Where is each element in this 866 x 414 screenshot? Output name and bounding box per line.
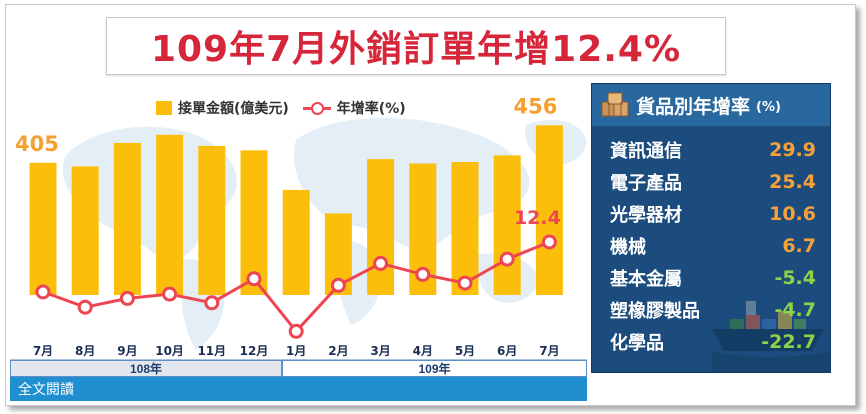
panel-value: 29.9 xyxy=(769,139,816,161)
panel-value: 10.6 xyxy=(769,203,816,225)
panel-value: -22.7 xyxy=(761,331,816,353)
panel-row: 資訊通信 29.9 xyxy=(592,134,830,166)
x-tick-label: 1月 xyxy=(286,344,306,358)
x-tick-label: 8月 xyxy=(75,344,95,358)
infographic-frame: 109年7月外銷訂單年增12.4% 7月 8月 9月 10月 11月 12月 1月 2月 3月 4… xyxy=(5,4,856,406)
panel-category: 塑橡膠製品 xyxy=(610,301,700,322)
order-chart: 7月 8月 9月 10月 11月 12月 1月 2月 3月 4月 5月 6月 7月 405 456 12.4 xyxy=(15,94,563,358)
x-tick-label: 3月 xyxy=(370,344,390,358)
legend-bar-swatch xyxy=(156,101,172,115)
line-point xyxy=(457,275,473,291)
bar xyxy=(156,134,184,295)
panel-value: 6.7 xyxy=(782,235,816,257)
panel-category: 基本金屬 xyxy=(610,269,682,290)
legend-line-swatch xyxy=(302,101,331,115)
panel-row: 基本金屬 -5.4 xyxy=(592,262,830,294)
panel-value: -5.4 xyxy=(774,267,816,289)
x-tick-label: 6月 xyxy=(497,344,517,358)
line-point xyxy=(246,271,262,287)
line-point xyxy=(119,290,135,306)
panel-row: 光學器材 10.6 xyxy=(592,198,830,230)
bar xyxy=(451,162,479,295)
bar xyxy=(240,150,268,295)
x-tick-label: 9月 xyxy=(117,344,137,358)
x-tick-label: 12月 xyxy=(240,344,269,358)
x-tick-label: 7月 xyxy=(33,344,53,358)
panel-category: 機械 xyxy=(610,237,646,258)
line-point xyxy=(35,284,51,300)
panel-header: 貨品別年增率 (%) xyxy=(592,84,830,126)
panel-row: 電子產品 25.4 xyxy=(592,166,830,198)
panel-row: 機械 6.7 xyxy=(592,230,830,262)
line-point xyxy=(373,255,389,271)
panel-value: 25.4 xyxy=(769,171,816,193)
panel-category: 光學器材 xyxy=(610,205,682,226)
year-group-109: 109年 xyxy=(282,360,587,377)
panel-unit: (%) xyxy=(756,99,781,115)
legend-item-line: 年增率(%) xyxy=(302,98,406,118)
line-point xyxy=(330,277,346,293)
x-tick-label: 5月 xyxy=(455,344,475,358)
year-band: 108年 109年 xyxy=(10,359,587,377)
x-tick-label: 10月 xyxy=(155,344,184,358)
line-point xyxy=(204,295,220,311)
legend-item-bars: 接單金額(億美元) xyxy=(156,98,289,118)
bar xyxy=(282,189,310,295)
bar xyxy=(113,142,141,295)
x-tick-label: 2月 xyxy=(328,344,348,358)
bar xyxy=(71,166,99,295)
page-title: 109年7月外銷訂單年增12.4% xyxy=(106,17,726,75)
bar xyxy=(29,162,57,295)
full-text-link[interactable]: 全文閱讀 xyxy=(10,377,587,401)
panel-row: 化學品 -22.7 xyxy=(592,326,830,358)
bar-data-label: 456 xyxy=(513,94,557,118)
panel-category: 化學品 xyxy=(610,333,664,354)
bar-data-label: 405 xyxy=(15,132,59,156)
x-tick-label: 11月 xyxy=(197,344,226,358)
legend-line-label: 年增率(%) xyxy=(336,101,406,117)
category-growth-panel: 貨品別年增率 (%) 資訊通信 29.9 電子產品 25.4 光學器材 10.6… xyxy=(591,83,831,373)
year-group-108: 108年 xyxy=(10,360,282,377)
panel-category: 電子產品 xyxy=(610,173,682,194)
chart-legend: 接單金額(億美元) 年增率(%) xyxy=(156,98,406,118)
bar xyxy=(493,155,521,295)
bar xyxy=(198,145,226,295)
line-data-label: 12.4 xyxy=(514,207,561,229)
legend-bar-label: 接單金額(億美元) xyxy=(178,101,289,117)
x-tick-label: 7月 xyxy=(539,344,559,358)
x-tick-label: 4月 xyxy=(413,344,433,358)
boxes-icon xyxy=(601,92,629,117)
line-point xyxy=(541,234,557,250)
line-point xyxy=(77,299,93,315)
line-point xyxy=(415,266,431,282)
panel-rows: 資訊通信 29.9 電子產品 25.4 光學器材 10.6 機械 6.7 基本金… xyxy=(592,134,830,358)
cargo-ship-icon xyxy=(712,301,830,372)
panel-row: 塑橡膠製品 -4.7 xyxy=(592,294,830,326)
line-point xyxy=(499,251,515,267)
panel-category: 資訊通信 xyxy=(610,141,682,162)
panel-title: 貨品別年增率 xyxy=(636,95,751,118)
bar xyxy=(367,159,395,295)
line-point xyxy=(288,323,304,339)
bar xyxy=(535,125,563,295)
line-point xyxy=(162,286,178,302)
panel-value: -4.7 xyxy=(774,299,816,321)
